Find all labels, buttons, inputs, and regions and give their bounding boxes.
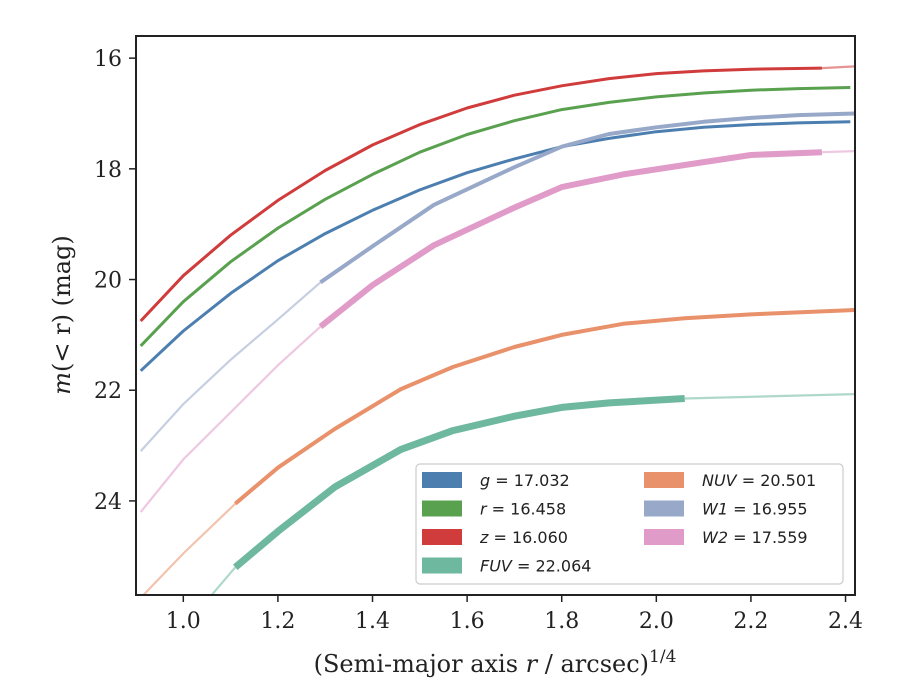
series-z-extrapolation <box>821 65 855 70</box>
legend-label-nuv: NUV = 20.501 <box>702 471 816 490</box>
series-w2-line <box>318 149 823 329</box>
series-r-line <box>139 86 851 347</box>
series-w1-line <box>319 111 855 284</box>
legend-label-w2: W2 = 17.559 <box>702 528 808 547</box>
legend-label-fuv: FUV = 22.064 <box>480 557 591 576</box>
series-g-line <box>139 120 851 372</box>
x-tick-label: 2.0 <box>639 609 674 634</box>
legend: g = 17.032 r = 16.458 z = 16.060 FUV = 22.0… <box>415 463 844 585</box>
legend-swatch-nuv <box>644 472 684 488</box>
legend-label-g: g = 17.032 <box>480 471 570 490</box>
x-tick-label: 2.4 <box>828 609 863 634</box>
legend-swatch-z <box>422 529 462 545</box>
legend-swatch-w1 <box>644 500 684 517</box>
series-z-line <box>139 66 822 323</box>
legend-label-z: z = 16.060 <box>479 528 568 547</box>
x-tick-label: 2.2 <box>733 609 768 634</box>
series-layer <box>139 65 855 595</box>
x-tick-label: 1.2 <box>260 609 295 634</box>
y-tick-label: 18 <box>94 158 122 183</box>
y-axis-label: m(< r) (mag) <box>48 235 76 395</box>
series-nuv-extrapolation <box>141 502 237 595</box>
legend-swatch-fuv <box>422 557 462 574</box>
y-tick-label: 20 <box>94 269 122 294</box>
y-tick-label: 22 <box>94 379 122 404</box>
plot-frame <box>135 35 856 596</box>
series-w1-extrapolation <box>139 281 322 452</box>
x-tick-label: 1.4 <box>355 609 390 634</box>
y-axis: 16 18 20 22 24 <box>94 47 136 515</box>
legend-swatch-w2 <box>644 529 684 545</box>
series-fuv-tail <box>684 393 855 400</box>
legend-box <box>415 463 844 585</box>
legend-swatch-g <box>422 472 462 488</box>
x-tick-label: 1.6 <box>450 609 485 634</box>
series-w2-tail <box>821 150 855 154</box>
series-fuv-extrapolation <box>210 566 237 595</box>
series-nuv-line <box>234 308 855 506</box>
y-tick-label: 16 <box>94 47 122 72</box>
x-tick-label: 1.8 <box>544 609 579 634</box>
x-tick-label: 1.0 <box>166 609 201 634</box>
legend-swatch-r <box>422 500 462 517</box>
x-axis: 1.0 1.2 1.4 1.6 1.8 2.0 2.2 2.4 <box>166 595 863 634</box>
legend-label-w1: W1 = 16.955 <box>702 500 808 519</box>
series-fuv-line <box>233 395 685 570</box>
x-axis-label: (Semi-major axis r / arcsec)1/4 <box>314 647 677 678</box>
series-w2-extrapolation <box>139 325 322 513</box>
y-tick-label: 24 <box>94 490 122 515</box>
legend-label-r: r = 16.458 <box>480 500 566 519</box>
